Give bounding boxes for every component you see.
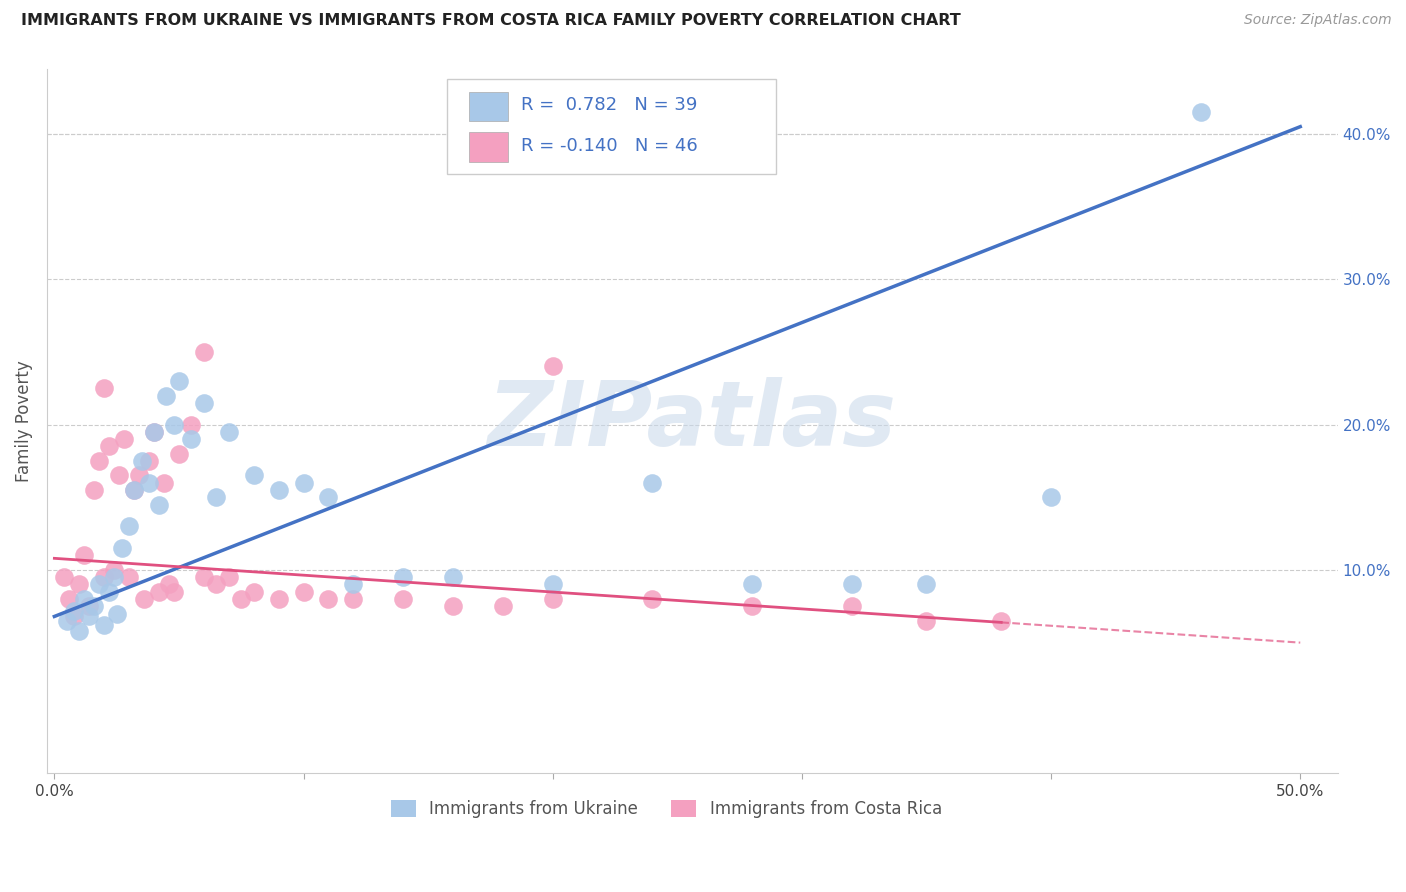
Point <box>138 475 160 490</box>
Point <box>231 592 253 607</box>
Point <box>157 577 180 591</box>
Point <box>73 592 96 607</box>
Point <box>53 570 76 584</box>
Point <box>541 359 564 374</box>
Point <box>915 614 938 628</box>
Point <box>541 592 564 607</box>
Point <box>441 599 464 614</box>
Point <box>1189 105 1212 120</box>
Point <box>77 599 100 614</box>
Point <box>155 388 177 402</box>
Text: R = -0.140   N = 46: R = -0.140 N = 46 <box>520 136 697 154</box>
FancyBboxPatch shape <box>447 79 776 174</box>
Point <box>342 592 364 607</box>
Point <box>138 454 160 468</box>
Point <box>318 490 340 504</box>
Point <box>193 345 215 359</box>
Point <box>148 498 170 512</box>
Point <box>205 490 228 504</box>
Point <box>105 607 128 621</box>
Point <box>180 432 202 446</box>
Point <box>292 584 315 599</box>
Point <box>1040 490 1063 504</box>
Point <box>163 584 186 599</box>
Text: Source: ZipAtlas.com: Source: ZipAtlas.com <box>1244 13 1392 28</box>
Point <box>83 483 105 497</box>
Point <box>93 618 115 632</box>
Point <box>56 614 79 628</box>
Point <box>267 592 290 607</box>
Point <box>122 483 145 497</box>
Point <box>193 396 215 410</box>
Text: ZIPatlas: ZIPatlas <box>488 377 897 465</box>
Point <box>392 570 415 584</box>
Point <box>118 570 141 584</box>
Point <box>218 425 240 439</box>
Point <box>58 592 80 607</box>
Point <box>143 425 166 439</box>
Point <box>193 570 215 584</box>
Y-axis label: Family Poverty: Family Poverty <box>15 360 32 482</box>
Point <box>441 570 464 584</box>
Point <box>741 599 763 614</box>
Point <box>541 577 564 591</box>
Point <box>131 454 153 468</box>
Point <box>915 577 938 591</box>
Point <box>167 374 190 388</box>
Point <box>392 592 415 607</box>
Point <box>112 432 135 446</box>
Point <box>73 549 96 563</box>
Point <box>83 599 105 614</box>
Point <box>242 468 264 483</box>
Point <box>990 614 1012 628</box>
Legend: Immigrants from Ukraine, Immigrants from Costa Rica: Immigrants from Ukraine, Immigrants from… <box>384 794 949 825</box>
Point <box>148 584 170 599</box>
Point <box>67 624 90 638</box>
Point <box>218 570 240 584</box>
Point <box>93 381 115 395</box>
Point <box>180 417 202 432</box>
Point <box>103 570 125 584</box>
Point <box>342 577 364 591</box>
Point <box>132 592 155 607</box>
Point <box>128 468 150 483</box>
Point <box>318 592 340 607</box>
Point <box>108 468 131 483</box>
Point <box>163 417 186 432</box>
Point <box>492 599 515 614</box>
Point <box>841 599 863 614</box>
Point <box>98 584 121 599</box>
Point <box>741 577 763 591</box>
Bar <box>470 132 508 162</box>
Point <box>143 425 166 439</box>
Bar <box>470 92 508 121</box>
Point <box>205 577 228 591</box>
Point <box>111 541 134 556</box>
Point <box>242 584 264 599</box>
Point <box>89 454 111 468</box>
Point <box>63 609 86 624</box>
Point <box>167 447 190 461</box>
Point <box>267 483 290 497</box>
Point <box>98 439 121 453</box>
Text: IMMIGRANTS FROM UKRAINE VS IMMIGRANTS FROM COSTA RICA FAMILY POVERTY CORRELATION: IMMIGRANTS FROM UKRAINE VS IMMIGRANTS FR… <box>21 13 960 29</box>
Point <box>641 475 664 490</box>
Point <box>63 604 86 618</box>
Point <box>118 519 141 533</box>
Text: R =  0.782   N = 39: R = 0.782 N = 39 <box>520 96 697 114</box>
Point <box>67 577 90 591</box>
Point <box>93 570 115 584</box>
Point <box>641 592 664 607</box>
Point <box>122 483 145 497</box>
Point <box>89 577 111 591</box>
Point <box>153 475 176 490</box>
Point <box>292 475 315 490</box>
Point <box>77 609 100 624</box>
Point <box>841 577 863 591</box>
Point <box>103 563 125 577</box>
